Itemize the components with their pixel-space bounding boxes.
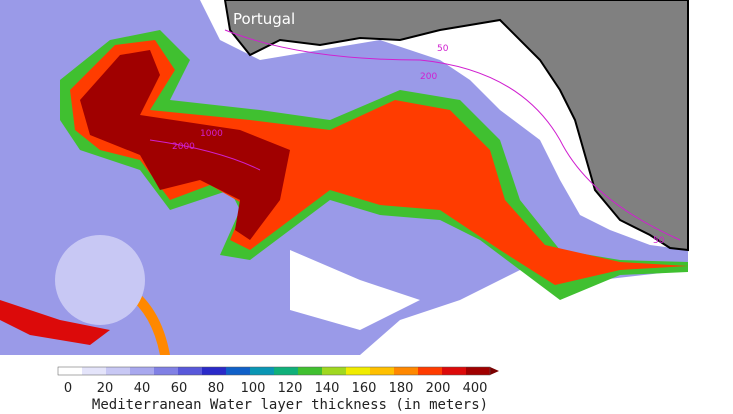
colorbar-segment xyxy=(178,367,203,375)
colorbar-segment xyxy=(298,367,323,375)
contour-label: 50 xyxy=(653,236,665,246)
colorbar-segment xyxy=(370,367,395,375)
contour-label: 50 xyxy=(437,44,449,54)
colorbar-segment xyxy=(250,367,275,375)
colorbar-segment xyxy=(322,367,347,375)
colorbar: 0 20 40 60 80 100 120 140 160 180 200 400 xyxy=(57,366,499,396)
colorbar-segment xyxy=(346,367,371,375)
contour-label: 1000 xyxy=(200,129,223,139)
colorbar-tick-label: 160 xyxy=(352,381,377,396)
map: Portugal 50 200 1000 2000 50 xyxy=(0,0,689,355)
colorbar-arrow xyxy=(490,367,499,375)
colorbar-frame xyxy=(57,366,491,376)
contour-label: 2000 xyxy=(172,142,195,152)
colorbar-segment xyxy=(154,367,179,375)
colorbar-segment xyxy=(202,367,227,375)
colorbar-segment xyxy=(466,367,491,375)
colorbar-tick-label: 60 xyxy=(171,381,188,396)
colorbar-title: Mediterranean Water layer thickness (in … xyxy=(92,397,488,413)
contour xyxy=(149,139,261,171)
colorbar-tick-label: 20 xyxy=(97,381,114,396)
country-label: Portugal xyxy=(233,10,295,28)
eddy xyxy=(55,235,145,325)
mw-south xyxy=(0,300,110,345)
land xyxy=(223,0,689,252)
shelf-south xyxy=(360,270,688,355)
mw-arc xyxy=(115,280,170,355)
colorbar-segment xyxy=(58,367,83,375)
colorbar-segment xyxy=(130,367,155,375)
colorbar-tick-label: 100 xyxy=(241,381,266,396)
eddy-area xyxy=(290,250,420,330)
colorbar-segment xyxy=(442,367,467,375)
colorbar-segment xyxy=(106,367,131,375)
colorbar-tick-label: 0 xyxy=(64,381,72,396)
colorbar-tick-label: 180 xyxy=(389,381,414,396)
colorbar-segment xyxy=(394,367,419,375)
contour-label: 200 xyxy=(420,72,437,82)
colorbar-tick-label: 120 xyxy=(278,381,303,396)
colorbar-tick-label: 40 xyxy=(134,381,151,396)
mw-core xyxy=(70,40,688,285)
mw-max xyxy=(80,50,290,240)
colorbar-segment xyxy=(418,367,443,375)
colorbar-segment xyxy=(82,367,107,375)
colorbar-segment xyxy=(226,367,251,375)
contour xyxy=(224,29,681,241)
colorbar-tick-label: 400 xyxy=(463,381,488,396)
colorbar-tick-label: 200 xyxy=(426,381,451,396)
colorbar-segment xyxy=(274,367,299,375)
colorbar-tick-label: 140 xyxy=(315,381,340,396)
colorbar-tick-label: 80 xyxy=(208,381,225,396)
